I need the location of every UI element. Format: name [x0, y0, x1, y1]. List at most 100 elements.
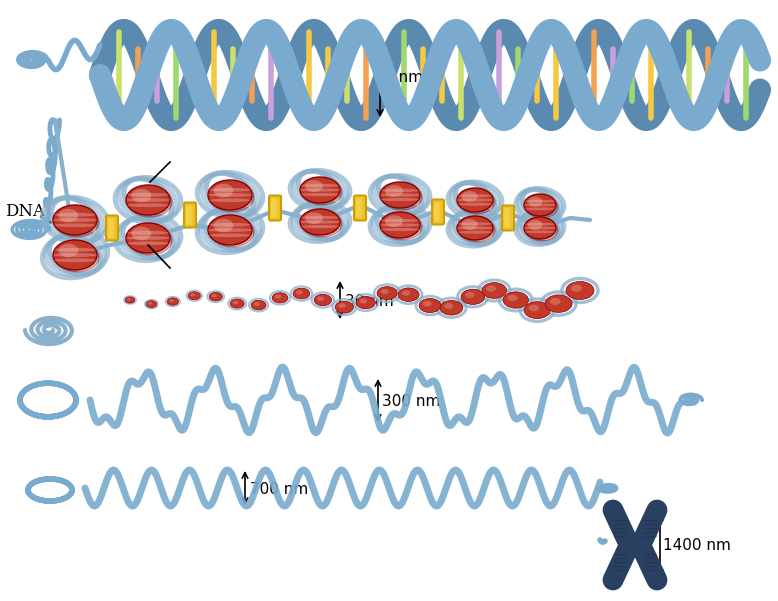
- Ellipse shape: [302, 211, 342, 237]
- Ellipse shape: [528, 220, 542, 230]
- Ellipse shape: [209, 198, 251, 202]
- Ellipse shape: [125, 297, 135, 303]
- Ellipse shape: [440, 300, 463, 315]
- Ellipse shape: [457, 198, 493, 201]
- FancyBboxPatch shape: [184, 203, 196, 228]
- Ellipse shape: [482, 282, 506, 298]
- Ellipse shape: [128, 187, 172, 217]
- Ellipse shape: [385, 185, 403, 197]
- Ellipse shape: [524, 194, 556, 216]
- Ellipse shape: [54, 248, 96, 252]
- Ellipse shape: [126, 236, 170, 240]
- Ellipse shape: [525, 230, 555, 233]
- Ellipse shape: [458, 222, 492, 225]
- Ellipse shape: [338, 304, 345, 308]
- Ellipse shape: [128, 225, 172, 255]
- Ellipse shape: [300, 188, 340, 192]
- Ellipse shape: [550, 298, 561, 305]
- Ellipse shape: [296, 290, 303, 294]
- Ellipse shape: [210, 217, 254, 247]
- Ellipse shape: [461, 191, 478, 202]
- Ellipse shape: [525, 223, 555, 225]
- Ellipse shape: [128, 203, 169, 207]
- Ellipse shape: [380, 182, 420, 208]
- Ellipse shape: [208, 215, 252, 245]
- Ellipse shape: [459, 218, 495, 242]
- Ellipse shape: [458, 203, 492, 206]
- FancyBboxPatch shape: [502, 206, 514, 231]
- Ellipse shape: [209, 233, 251, 237]
- Ellipse shape: [54, 258, 96, 262]
- FancyBboxPatch shape: [269, 195, 281, 221]
- Ellipse shape: [528, 197, 542, 207]
- Ellipse shape: [524, 217, 556, 239]
- Ellipse shape: [566, 281, 594, 299]
- Ellipse shape: [301, 193, 338, 196]
- Ellipse shape: [305, 212, 323, 224]
- Text: 2 nm: 2 nm: [384, 70, 423, 85]
- Text: 700 nm: 700 nm: [250, 483, 308, 498]
- Ellipse shape: [526, 196, 558, 218]
- Ellipse shape: [423, 301, 432, 307]
- Ellipse shape: [302, 179, 342, 205]
- Ellipse shape: [209, 223, 251, 227]
- Ellipse shape: [275, 294, 281, 299]
- Text: DNA: DNA: [5, 204, 45, 221]
- Ellipse shape: [629, 536, 641, 554]
- Ellipse shape: [251, 300, 266, 310]
- FancyBboxPatch shape: [434, 203, 440, 222]
- FancyBboxPatch shape: [186, 206, 191, 225]
- Text: 1400 nm: 1400 nm: [663, 537, 731, 552]
- Ellipse shape: [212, 294, 217, 297]
- Ellipse shape: [230, 299, 244, 308]
- Ellipse shape: [300, 177, 340, 203]
- Ellipse shape: [54, 224, 96, 227]
- Ellipse shape: [305, 180, 323, 192]
- Ellipse shape: [213, 184, 233, 197]
- Ellipse shape: [524, 204, 556, 206]
- Ellipse shape: [301, 184, 338, 187]
- Ellipse shape: [131, 227, 151, 240]
- Ellipse shape: [208, 180, 252, 210]
- Ellipse shape: [356, 296, 375, 309]
- Ellipse shape: [528, 305, 539, 311]
- FancyBboxPatch shape: [354, 195, 366, 221]
- Ellipse shape: [457, 188, 493, 212]
- Ellipse shape: [545, 295, 572, 313]
- Ellipse shape: [148, 302, 152, 305]
- Ellipse shape: [146, 300, 156, 308]
- Ellipse shape: [301, 216, 338, 219]
- Ellipse shape: [167, 298, 179, 305]
- Ellipse shape: [461, 289, 485, 305]
- Ellipse shape: [55, 207, 99, 237]
- Ellipse shape: [131, 189, 151, 203]
- Ellipse shape: [314, 294, 331, 306]
- Ellipse shape: [381, 198, 419, 201]
- Text: 30 nm: 30 nm: [345, 294, 394, 310]
- Ellipse shape: [380, 289, 389, 294]
- Ellipse shape: [254, 302, 260, 306]
- Ellipse shape: [461, 219, 478, 230]
- Ellipse shape: [128, 231, 169, 234]
- Ellipse shape: [188, 292, 201, 300]
- Ellipse shape: [208, 193, 252, 197]
- Ellipse shape: [128, 242, 169, 245]
- Ellipse shape: [377, 287, 398, 300]
- Ellipse shape: [459, 190, 495, 214]
- Ellipse shape: [126, 185, 170, 215]
- Ellipse shape: [465, 292, 475, 298]
- Ellipse shape: [525, 200, 555, 203]
- FancyBboxPatch shape: [271, 198, 276, 218]
- Ellipse shape: [380, 212, 420, 238]
- Ellipse shape: [381, 189, 419, 192]
- Ellipse shape: [58, 244, 79, 257]
- Ellipse shape: [209, 188, 251, 192]
- Ellipse shape: [128, 193, 169, 197]
- Ellipse shape: [209, 292, 223, 301]
- Ellipse shape: [503, 292, 528, 308]
- Ellipse shape: [293, 288, 310, 299]
- Ellipse shape: [524, 227, 556, 230]
- Ellipse shape: [507, 294, 517, 301]
- Ellipse shape: [571, 285, 582, 292]
- Ellipse shape: [191, 293, 195, 296]
